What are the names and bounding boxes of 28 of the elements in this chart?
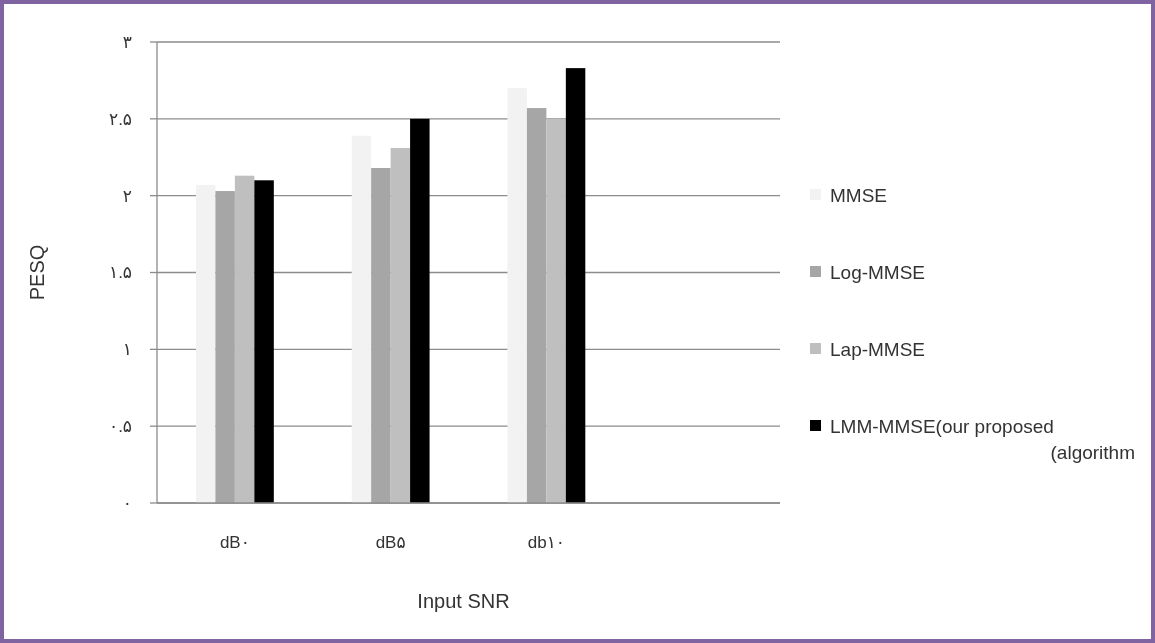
y-tick-label: ۰ [122,493,132,513]
bar [195,184,216,503]
bar [546,118,566,503]
x-tick-label: dB۰ [219,533,250,552]
x-axis-title: Input SNR [417,590,510,612]
y-tick-label: ۲ [122,186,132,206]
bar [507,88,527,503]
y-tick-label: ۳ [122,32,132,52]
legend-label: MMSE [830,184,887,206]
legend-label: Log-MMSE [830,261,926,283]
x-tick-label: dB۵ [375,533,406,552]
y-tick-label: ۰.۵ [109,417,132,437]
legend-label: Lap-MMSE [830,338,926,360]
x-tick-label: db۱۰ [527,533,565,552]
bar [371,168,391,503]
bar [351,135,372,503]
bar [410,118,430,503]
legend-label: LMM-MMSE(our proposed (algorithm [830,415,1135,464]
bar [565,68,586,503]
y-tick-label: ۲.۵ [109,109,132,129]
y-tick-label: ۱ [122,340,132,360]
bar [234,175,255,503]
y-axis-title: PESQ [26,244,48,301]
bar [254,180,274,503]
bar [526,108,547,503]
y-tick-label: ۱.۵ [109,263,132,283]
bar [215,191,235,503]
bar [390,148,411,503]
